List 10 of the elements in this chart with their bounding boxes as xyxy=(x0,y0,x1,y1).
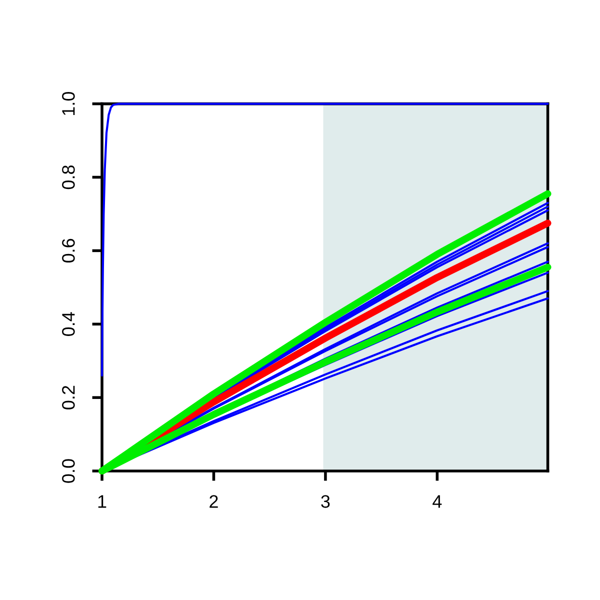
x-tick-label: 2 xyxy=(210,495,218,508)
y-tick-label: 1.0 xyxy=(62,92,75,115)
y-tick-label: 0.4 xyxy=(62,312,75,336)
y-tick-label: 0.2 xyxy=(62,386,75,410)
x-tick-label: 1 xyxy=(98,495,106,508)
y-tick-label: 0.6 xyxy=(62,238,75,263)
y-tick-label: 0.8 xyxy=(62,165,75,190)
x-tick-label: 3 xyxy=(321,495,330,508)
x-tick-label: 4 xyxy=(432,495,442,508)
y-tick-label: 0.0 xyxy=(62,459,75,483)
